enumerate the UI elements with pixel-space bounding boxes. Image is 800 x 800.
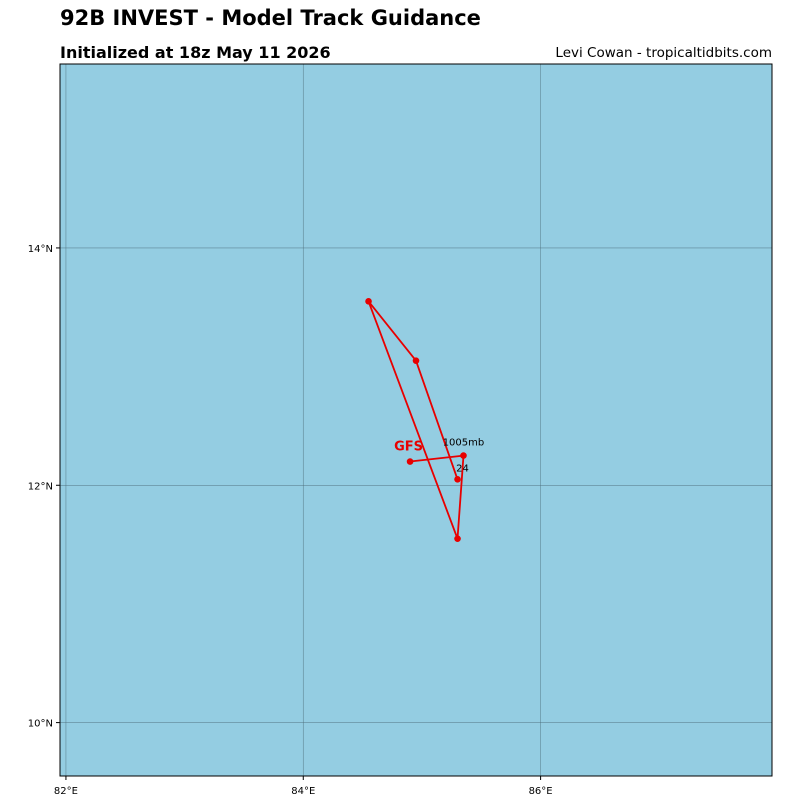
track-point [412, 357, 420, 364]
chart-title: 92B INVEST - Model Track Guidance [60, 6, 481, 30]
lon-tick-label: 84°E [291, 786, 315, 797]
lat-tick-label: 10°N [28, 719, 53, 730]
lon-tick-label: 86°E [529, 786, 553, 797]
track-point [460, 452, 467, 459]
map-axis-ticks: 82°E 84°E 86°E 10°N 12°N 14°N [28, 244, 553, 797]
model-label: GFS [394, 440, 423, 455]
pressure-label: 1005mb [443, 438, 485, 449]
map-ocean-background [60, 64, 772, 776]
forecast-hour-label: 24 [456, 463, 469, 474]
track-line-gfs [367, 300, 465, 540]
track-point [365, 298, 372, 305]
lon-tick-label: 82°E [54, 786, 78, 797]
map-gridlines [60, 64, 772, 776]
lat-tick-label: 14°N [28, 244, 53, 255]
lat-tick-label: 12°N [28, 481, 53, 492]
track-point [454, 476, 461, 483]
track-point [406, 458, 414, 465]
model-tracks: GFS 1005mb 24 [365, 298, 484, 542]
credit-text: Levi Cowan - tropicaltidbits.com [555, 45, 772, 61]
map-frame [59, 63, 773, 777]
chart-subtitle: Initialized at 18z May 11 2026 [60, 43, 331, 62]
track-point [454, 535, 461, 542]
